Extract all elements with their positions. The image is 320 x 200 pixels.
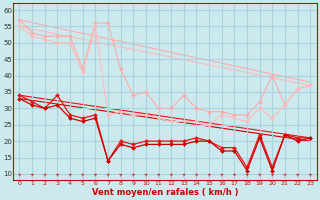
X-axis label: Vent moyen/en rafales ( km/h ): Vent moyen/en rafales ( km/h ) (92, 188, 238, 197)
